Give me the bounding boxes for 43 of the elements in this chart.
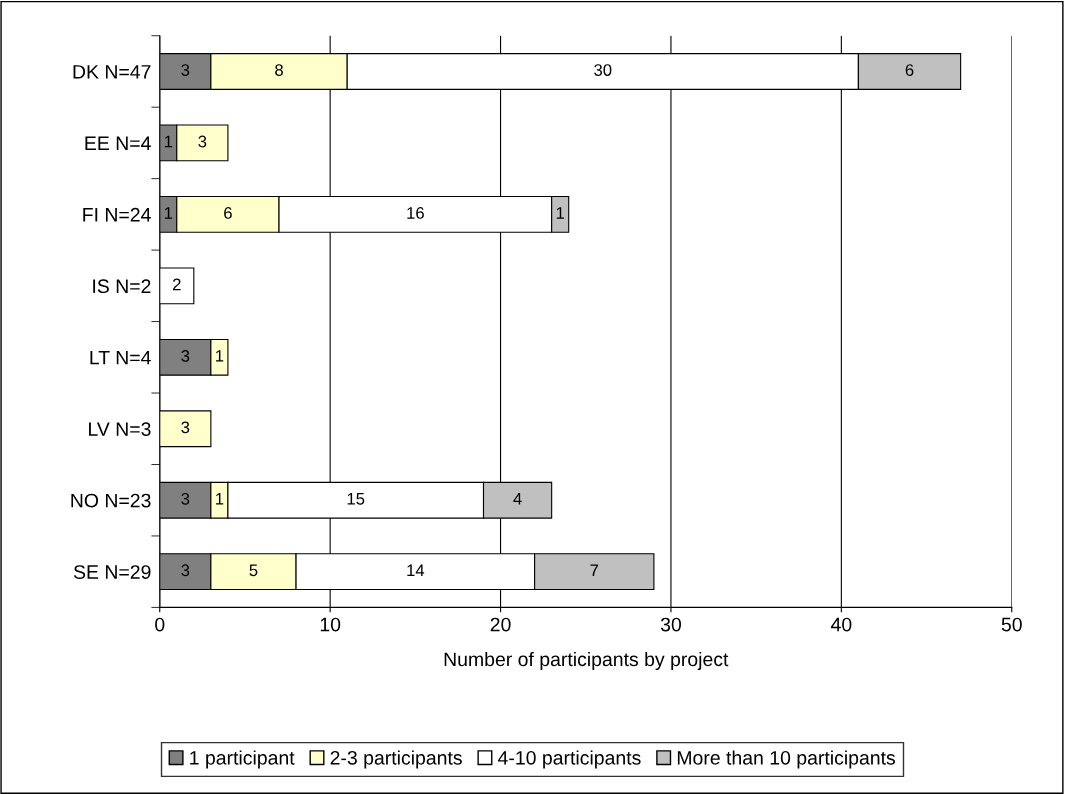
data-label: 16	[407, 207, 424, 219]
y-tick-label: EE N=4	[85, 136, 151, 150]
legend-label: 4-10 participants	[498, 750, 641, 769]
x-tick-label: 50	[1001, 617, 1022, 632]
data-label: 4	[513, 493, 522, 505]
y-tick-label: FI N=24	[83, 207, 151, 222]
legend-label: More than 10 participants	[677, 750, 896, 769]
data-label: 8	[275, 64, 283, 76]
legend-label: 2-3 participants	[330, 750, 462, 769]
x-tick-label: 20	[490, 617, 511, 632]
x-axis-title: Number of participants by project	[444, 651, 729, 671]
y-tick-label: LT N=4	[90, 350, 151, 365]
legend-label: 1 participant	[190, 750, 295, 769]
data-label: 14	[407, 564, 425, 576]
data-label: 7	[590, 564, 599, 576]
y-tick-label: NO N=23	[71, 493, 151, 508]
data-label: 3	[181, 64, 190, 76]
data-label: 6	[905, 64, 914, 76]
bar	[159, 410, 212, 448]
y-tick-label: LV N=3	[89, 422, 151, 436]
x-tick-label: 40	[830, 617, 852, 632]
x-tick-label: 30	[660, 617, 681, 632]
data-label: 3	[181, 421, 190, 434]
data-label: 1	[216, 350, 224, 362]
data-label: 2	[172, 278, 181, 291]
data-label: 30	[594, 64, 612, 76]
y-tick-label: IS N=2	[93, 279, 151, 294]
data-label: 3	[181, 492, 190, 505]
data-label: 6	[224, 207, 232, 219]
bar	[159, 267, 195, 305]
data-label: 3	[198, 135, 207, 148]
data-label: 1	[216, 493, 224, 505]
data-label: 5	[249, 564, 258, 577]
data-label: 1	[164, 207, 173, 219]
data-label: 1	[556, 207, 565, 219]
x-tick-label: 0	[155, 617, 165, 632]
data-label: 3	[181, 349, 190, 362]
data-label: 1	[164, 135, 173, 148]
y-tick-label: DK N=47	[73, 65, 151, 79]
x-tick-label: 10	[320, 617, 341, 632]
y-tick-label: SE N=29	[73, 565, 151, 579]
data-label: 3	[181, 564, 190, 577]
data-label: 15	[347, 493, 365, 505]
